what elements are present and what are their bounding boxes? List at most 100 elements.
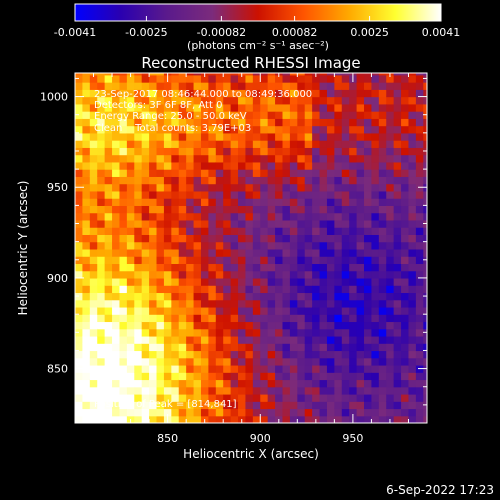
heatmap-cell [156, 176, 165, 185]
heatmap-cell [260, 190, 269, 199]
heatmap-cell [193, 321, 202, 330]
heatmap-cell [304, 111, 313, 119]
heatmap-cell [408, 103, 417, 112]
heatmap-cell [75, 140, 84, 148]
heatmap-cell [408, 328, 417, 337]
heatmap-cell [230, 328, 239, 337]
heatmap-cell [104, 256, 113, 265]
heatmap-cell [319, 154, 328, 163]
heatmap-cell [401, 118, 410, 127]
heatmap-cell [178, 219, 187, 228]
heatmap-cell [97, 256, 106, 265]
heatmap-cell [341, 212, 350, 221]
heatmap-cell [156, 103, 165, 112]
heatmap-cell [252, 190, 261, 199]
heatmap-cell [393, 343, 402, 352]
heatmap-cell [149, 256, 158, 265]
heatmap-cell [89, 364, 98, 373]
heatmap-cell [282, 125, 291, 134]
heatmap-cell [171, 198, 180, 206]
heatmap-cell [156, 343, 165, 352]
heatmap-cell [134, 176, 143, 185]
heatmap-cell [260, 299, 269, 308]
heatmap-cell [312, 350, 321, 359]
heatmap-cell [186, 292, 195, 301]
heatmap-cell [297, 415, 306, 423]
heatmap-cell [401, 103, 410, 112]
heatmap-cell [149, 285, 158, 294]
heatmap-cell [223, 393, 232, 402]
heatmap-cell [401, 248, 410, 257]
heatmap-cell [289, 415, 298, 423]
heatmap-cell [289, 314, 298, 323]
heatmap-cell [112, 147, 121, 156]
heatmap-cell [112, 169, 121, 177]
heatmap-cell [230, 241, 239, 250]
heatmap-cell [193, 306, 202, 315]
heatmap-cell [282, 270, 291, 279]
heatmap-cell [82, 227, 91, 235]
heatmap-cell [364, 386, 373, 395]
heatmap-cell [408, 408, 417, 417]
heatmap-cell [82, 219, 91, 228]
heatmap-cell [304, 314, 313, 323]
heatmap-cell [289, 183, 298, 192]
heatmap-cell [215, 198, 224, 206]
heatmap-cell [238, 256, 247, 265]
heatmap-cell [149, 73, 158, 76]
heatmap-cell [378, 393, 387, 402]
heatmap-cell [297, 292, 306, 301]
heatmap-cell [163, 328, 172, 337]
heatmap-cell [208, 314, 217, 323]
heatmap-cell [289, 74, 298, 83]
heatmap-cell [163, 263, 172, 272]
heatmap-cell [371, 372, 380, 381]
heatmap-cell [371, 350, 380, 359]
heatmap-cell [423, 285, 427, 294]
heatmap-cell [75, 82, 84, 90]
heatmap-cell [171, 82, 180, 90]
heatmap-cell [275, 219, 284, 228]
heatmap-cell [326, 372, 335, 381]
heatmap-cell [134, 74, 143, 83]
heatmap-cell [334, 169, 343, 177]
heatmap-cell [364, 415, 373, 423]
heatmap-cell [186, 103, 195, 112]
heatmap-cell [141, 74, 150, 83]
heatmap-cell [134, 401, 143, 410]
heatmap-cell [319, 379, 328, 388]
heatmap-cell [82, 248, 91, 257]
heatmap-cell [341, 314, 350, 323]
heatmap-cell [134, 379, 143, 388]
heatmap-cell [289, 212, 298, 221]
heatmap-cell [82, 198, 91, 206]
heatmap-cell [97, 299, 106, 308]
heatmap-cell [208, 306, 217, 315]
heatmap-cell [371, 205, 380, 214]
heatmap-cell [393, 118, 402, 127]
heatmap-cell [349, 219, 358, 228]
heatmap-cell [186, 125, 195, 134]
heatmap-cell [252, 132, 261, 141]
heatmap-cell [149, 169, 158, 177]
heatmap-cell [312, 183, 321, 192]
heatmap-cell [304, 190, 313, 199]
heatmap-cell [89, 270, 98, 279]
heatmap-cell [171, 118, 180, 127]
heatmap-cell [89, 82, 98, 90]
heatmap-cell [386, 198, 395, 206]
heatmap-cell [89, 205, 98, 214]
heatmap-cell [230, 285, 239, 294]
heatmap-cell [119, 161, 128, 170]
heatmap-cell [364, 96, 373, 105]
heatmap-cell [223, 386, 232, 395]
heatmap-cell [371, 234, 380, 243]
heatmap-cell [245, 292, 254, 301]
heatmap-cell [163, 379, 172, 388]
heatmap-cell [371, 285, 380, 294]
heatmap-cell [260, 415, 269, 423]
heatmap-cell [178, 161, 187, 170]
heatmap-cell [267, 408, 276, 417]
heatmap-cell [423, 140, 427, 148]
heatmap-cell [371, 379, 380, 388]
